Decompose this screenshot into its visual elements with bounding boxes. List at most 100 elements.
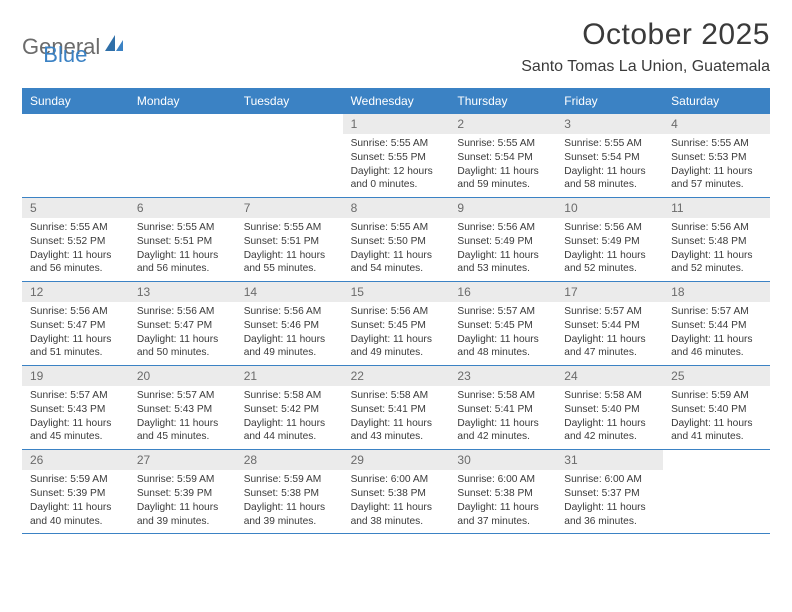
day-number: 3	[556, 114, 663, 134]
day-cell: 7Sunrise: 5:55 AMSunset: 5:51 PMDaylight…	[236, 198, 343, 281]
day-number: 6	[129, 198, 236, 218]
day-number: 8	[343, 198, 450, 218]
logo-text-blue: Blue	[43, 42, 87, 67]
day-details: Sunrise: 6:00 AMSunset: 5:38 PMDaylight:…	[343, 470, 450, 533]
day-cell: 24Sunrise: 5:58 AMSunset: 5:40 PMDayligh…	[556, 366, 663, 449]
day-number: 16	[449, 282, 556, 302]
day-number: 10	[556, 198, 663, 218]
day-details: Sunrise: 5:55 AMSunset: 5:53 PMDaylight:…	[663, 134, 770, 197]
empty-cell	[236, 114, 343, 197]
week-row: 12Sunrise: 5:56 AMSunset: 5:47 PMDayligh…	[22, 282, 770, 366]
day-cell: 11Sunrise: 5:56 AMSunset: 5:48 PMDayligh…	[663, 198, 770, 281]
day-details: Sunrise: 5:58 AMSunset: 5:41 PMDaylight:…	[449, 386, 556, 449]
day-number: 9	[449, 198, 556, 218]
page-header: General Blue October 2025 Santo Tomas La…	[22, 18, 770, 76]
day-cell: 18Sunrise: 5:57 AMSunset: 5:44 PMDayligh…	[663, 282, 770, 365]
day-details: Sunrise: 5:59 AMSunset: 5:40 PMDaylight:…	[663, 386, 770, 449]
week-row: 19Sunrise: 5:57 AMSunset: 5:43 PMDayligh…	[22, 366, 770, 450]
day-number: 1	[343, 114, 450, 134]
day-details: Sunrise: 5:58 AMSunset: 5:42 PMDaylight:…	[236, 386, 343, 449]
day-cell: 27Sunrise: 5:59 AMSunset: 5:39 PMDayligh…	[129, 450, 236, 533]
day-details: Sunrise: 6:00 AMSunset: 5:38 PMDaylight:…	[449, 470, 556, 533]
day-number: 28	[236, 450, 343, 470]
day-number: 17	[556, 282, 663, 302]
day-cell: 22Sunrise: 5:58 AMSunset: 5:41 PMDayligh…	[343, 366, 450, 449]
day-cell: 16Sunrise: 5:57 AMSunset: 5:45 PMDayligh…	[449, 282, 556, 365]
day-number: 26	[22, 450, 129, 470]
day-details: Sunrise: 5:55 AMSunset: 5:55 PMDaylight:…	[343, 134, 450, 197]
day-cell: 9Sunrise: 5:56 AMSunset: 5:49 PMDaylight…	[449, 198, 556, 281]
day-details: Sunrise: 5:56 AMSunset: 5:49 PMDaylight:…	[556, 218, 663, 281]
weekday-header-cell: Thursday	[449, 88, 556, 114]
day-cell: 4Sunrise: 5:55 AMSunset: 5:53 PMDaylight…	[663, 114, 770, 197]
day-number: 15	[343, 282, 450, 302]
day-cell: 26Sunrise: 5:59 AMSunset: 5:39 PMDayligh…	[22, 450, 129, 533]
day-number: 30	[449, 450, 556, 470]
weekday-header-row: SundayMondayTuesdayWednesdayThursdayFrid…	[22, 88, 770, 114]
weekday-header-cell: Monday	[129, 88, 236, 114]
weekday-header-cell: Saturday	[663, 88, 770, 114]
day-number: 4	[663, 114, 770, 134]
day-details: Sunrise: 5:56 AMSunset: 5:48 PMDaylight:…	[663, 218, 770, 281]
day-cell: 21Sunrise: 5:58 AMSunset: 5:42 PMDayligh…	[236, 366, 343, 449]
day-details: Sunrise: 5:55 AMSunset: 5:54 PMDaylight:…	[556, 134, 663, 197]
empty-cell	[663, 450, 770, 533]
day-number: 11	[663, 198, 770, 218]
day-number: 13	[129, 282, 236, 302]
calendar: SundayMondayTuesdayWednesdayThursdayFrid…	[22, 88, 770, 534]
empty-cell	[22, 114, 129, 197]
day-cell: 2Sunrise: 5:55 AMSunset: 5:54 PMDaylight…	[449, 114, 556, 197]
week-row: 1Sunrise: 5:55 AMSunset: 5:55 PMDaylight…	[22, 114, 770, 198]
weekday-header-cell: Tuesday	[236, 88, 343, 114]
day-cell: 10Sunrise: 5:56 AMSunset: 5:49 PMDayligh…	[556, 198, 663, 281]
weekday-header-cell: Sunday	[22, 88, 129, 114]
day-details: Sunrise: 5:59 AMSunset: 5:39 PMDaylight:…	[22, 470, 129, 533]
day-number: 5	[22, 198, 129, 218]
day-number: 18	[663, 282, 770, 302]
day-cell: 29Sunrise: 6:00 AMSunset: 5:38 PMDayligh…	[343, 450, 450, 533]
day-details: Sunrise: 5:56 AMSunset: 5:49 PMDaylight:…	[449, 218, 556, 281]
day-cell: 8Sunrise: 5:55 AMSunset: 5:50 PMDaylight…	[343, 198, 450, 281]
day-number: 22	[343, 366, 450, 386]
day-details: Sunrise: 5:59 AMSunset: 5:38 PMDaylight:…	[236, 470, 343, 533]
day-details: Sunrise: 5:57 AMSunset: 5:44 PMDaylight:…	[663, 302, 770, 365]
empty-cell	[129, 114, 236, 197]
day-cell: 14Sunrise: 5:56 AMSunset: 5:46 PMDayligh…	[236, 282, 343, 365]
day-number: 7	[236, 198, 343, 218]
day-cell: 31Sunrise: 6:00 AMSunset: 5:37 PMDayligh…	[556, 450, 663, 533]
week-row: 26Sunrise: 5:59 AMSunset: 5:39 PMDayligh…	[22, 450, 770, 534]
day-number: 21	[236, 366, 343, 386]
day-number: 2	[449, 114, 556, 134]
weekday-header-cell: Wednesday	[343, 88, 450, 114]
day-details: Sunrise: 5:58 AMSunset: 5:41 PMDaylight:…	[343, 386, 450, 449]
day-cell: 5Sunrise: 5:55 AMSunset: 5:52 PMDaylight…	[22, 198, 129, 281]
day-cell: 28Sunrise: 5:59 AMSunset: 5:38 PMDayligh…	[236, 450, 343, 533]
day-details: Sunrise: 5:57 AMSunset: 5:43 PMDaylight:…	[129, 386, 236, 449]
calendar-body: 1Sunrise: 5:55 AMSunset: 5:55 PMDaylight…	[22, 114, 770, 534]
day-cell: 20Sunrise: 5:57 AMSunset: 5:43 PMDayligh…	[129, 366, 236, 449]
day-details: Sunrise: 6:00 AMSunset: 5:37 PMDaylight:…	[556, 470, 663, 533]
day-cell: 23Sunrise: 5:58 AMSunset: 5:41 PMDayligh…	[449, 366, 556, 449]
day-number: 14	[236, 282, 343, 302]
day-details: Sunrise: 5:57 AMSunset: 5:43 PMDaylight:…	[22, 386, 129, 449]
day-cell: 3Sunrise: 5:55 AMSunset: 5:54 PMDaylight…	[556, 114, 663, 197]
day-details: Sunrise: 5:57 AMSunset: 5:45 PMDaylight:…	[449, 302, 556, 365]
day-number: 19	[22, 366, 129, 386]
weekday-header-cell: Friday	[556, 88, 663, 114]
logo: General Blue	[22, 18, 87, 68]
day-details: Sunrise: 5:59 AMSunset: 5:39 PMDaylight:…	[129, 470, 236, 533]
day-number: 24	[556, 366, 663, 386]
week-row: 5Sunrise: 5:55 AMSunset: 5:52 PMDaylight…	[22, 198, 770, 282]
day-number: 31	[556, 450, 663, 470]
day-cell: 17Sunrise: 5:57 AMSunset: 5:44 PMDayligh…	[556, 282, 663, 365]
day-details: Sunrise: 5:56 AMSunset: 5:46 PMDaylight:…	[236, 302, 343, 365]
day-number: 23	[449, 366, 556, 386]
day-details: Sunrise: 5:55 AMSunset: 5:52 PMDaylight:…	[22, 218, 129, 281]
day-details: Sunrise: 5:55 AMSunset: 5:50 PMDaylight:…	[343, 218, 450, 281]
day-details: Sunrise: 5:56 AMSunset: 5:47 PMDaylight:…	[129, 302, 236, 365]
day-cell: 25Sunrise: 5:59 AMSunset: 5:40 PMDayligh…	[663, 366, 770, 449]
day-details: Sunrise: 5:58 AMSunset: 5:40 PMDaylight:…	[556, 386, 663, 449]
location-label: Santo Tomas La Union, Guatemala	[521, 58, 770, 76]
day-cell: 12Sunrise: 5:56 AMSunset: 5:47 PMDayligh…	[22, 282, 129, 365]
day-cell: 15Sunrise: 5:56 AMSunset: 5:45 PMDayligh…	[343, 282, 450, 365]
